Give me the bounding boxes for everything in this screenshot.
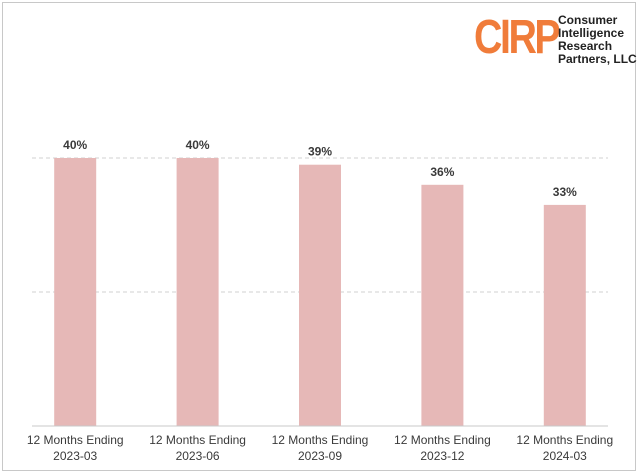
data-label: 36% (430, 165, 454, 179)
x-tick-label: 12 Months Ending (272, 433, 369, 447)
bar (421, 184, 464, 426)
logo-company-name: Consumer Intelligence Research Partners,… (558, 14, 637, 66)
x-tick-label: 12 Months Ending (149, 433, 246, 447)
logo-line: Intelligence (558, 26, 625, 40)
x-tick-label: 2023-12 (420, 449, 464, 463)
x-tick-label: 2023-09 (298, 449, 342, 463)
x-tick-label: 12 Months Ending (394, 433, 491, 447)
logo-mark: CIRP (474, 11, 561, 64)
x-tick-label: 12 Months Ending (516, 433, 613, 447)
cirp-logo: CIRP Consumer Intelligence Research Part… (474, 11, 637, 68)
bar (54, 158, 97, 426)
bar (543, 204, 586, 426)
data-label: 40% (63, 138, 87, 152)
logo-line: Consumer (558, 13, 618, 27)
data-label: 40% (186, 138, 210, 152)
x-tick-label: 2024-03 (543, 449, 587, 463)
data-label: 33% (553, 185, 577, 199)
logo-line: Research (558, 39, 613, 53)
x-tick-label: 2023-06 (176, 449, 220, 463)
data-labels: 40% 40% 39% 36% 33% (63, 138, 577, 199)
bar (176, 158, 219, 426)
logo-line: Partners, LLC (558, 52, 637, 66)
x-tick-label: 12 Months Ending (27, 433, 124, 447)
bar (299, 164, 341, 426)
bars (54, 158, 586, 426)
x-tick-label: 2023-03 (53, 449, 97, 463)
x-tick-labels: 12 Months Ending 2023-03 12 Months Ending 2… (27, 433, 613, 463)
data-label: 39% (308, 145, 332, 159)
